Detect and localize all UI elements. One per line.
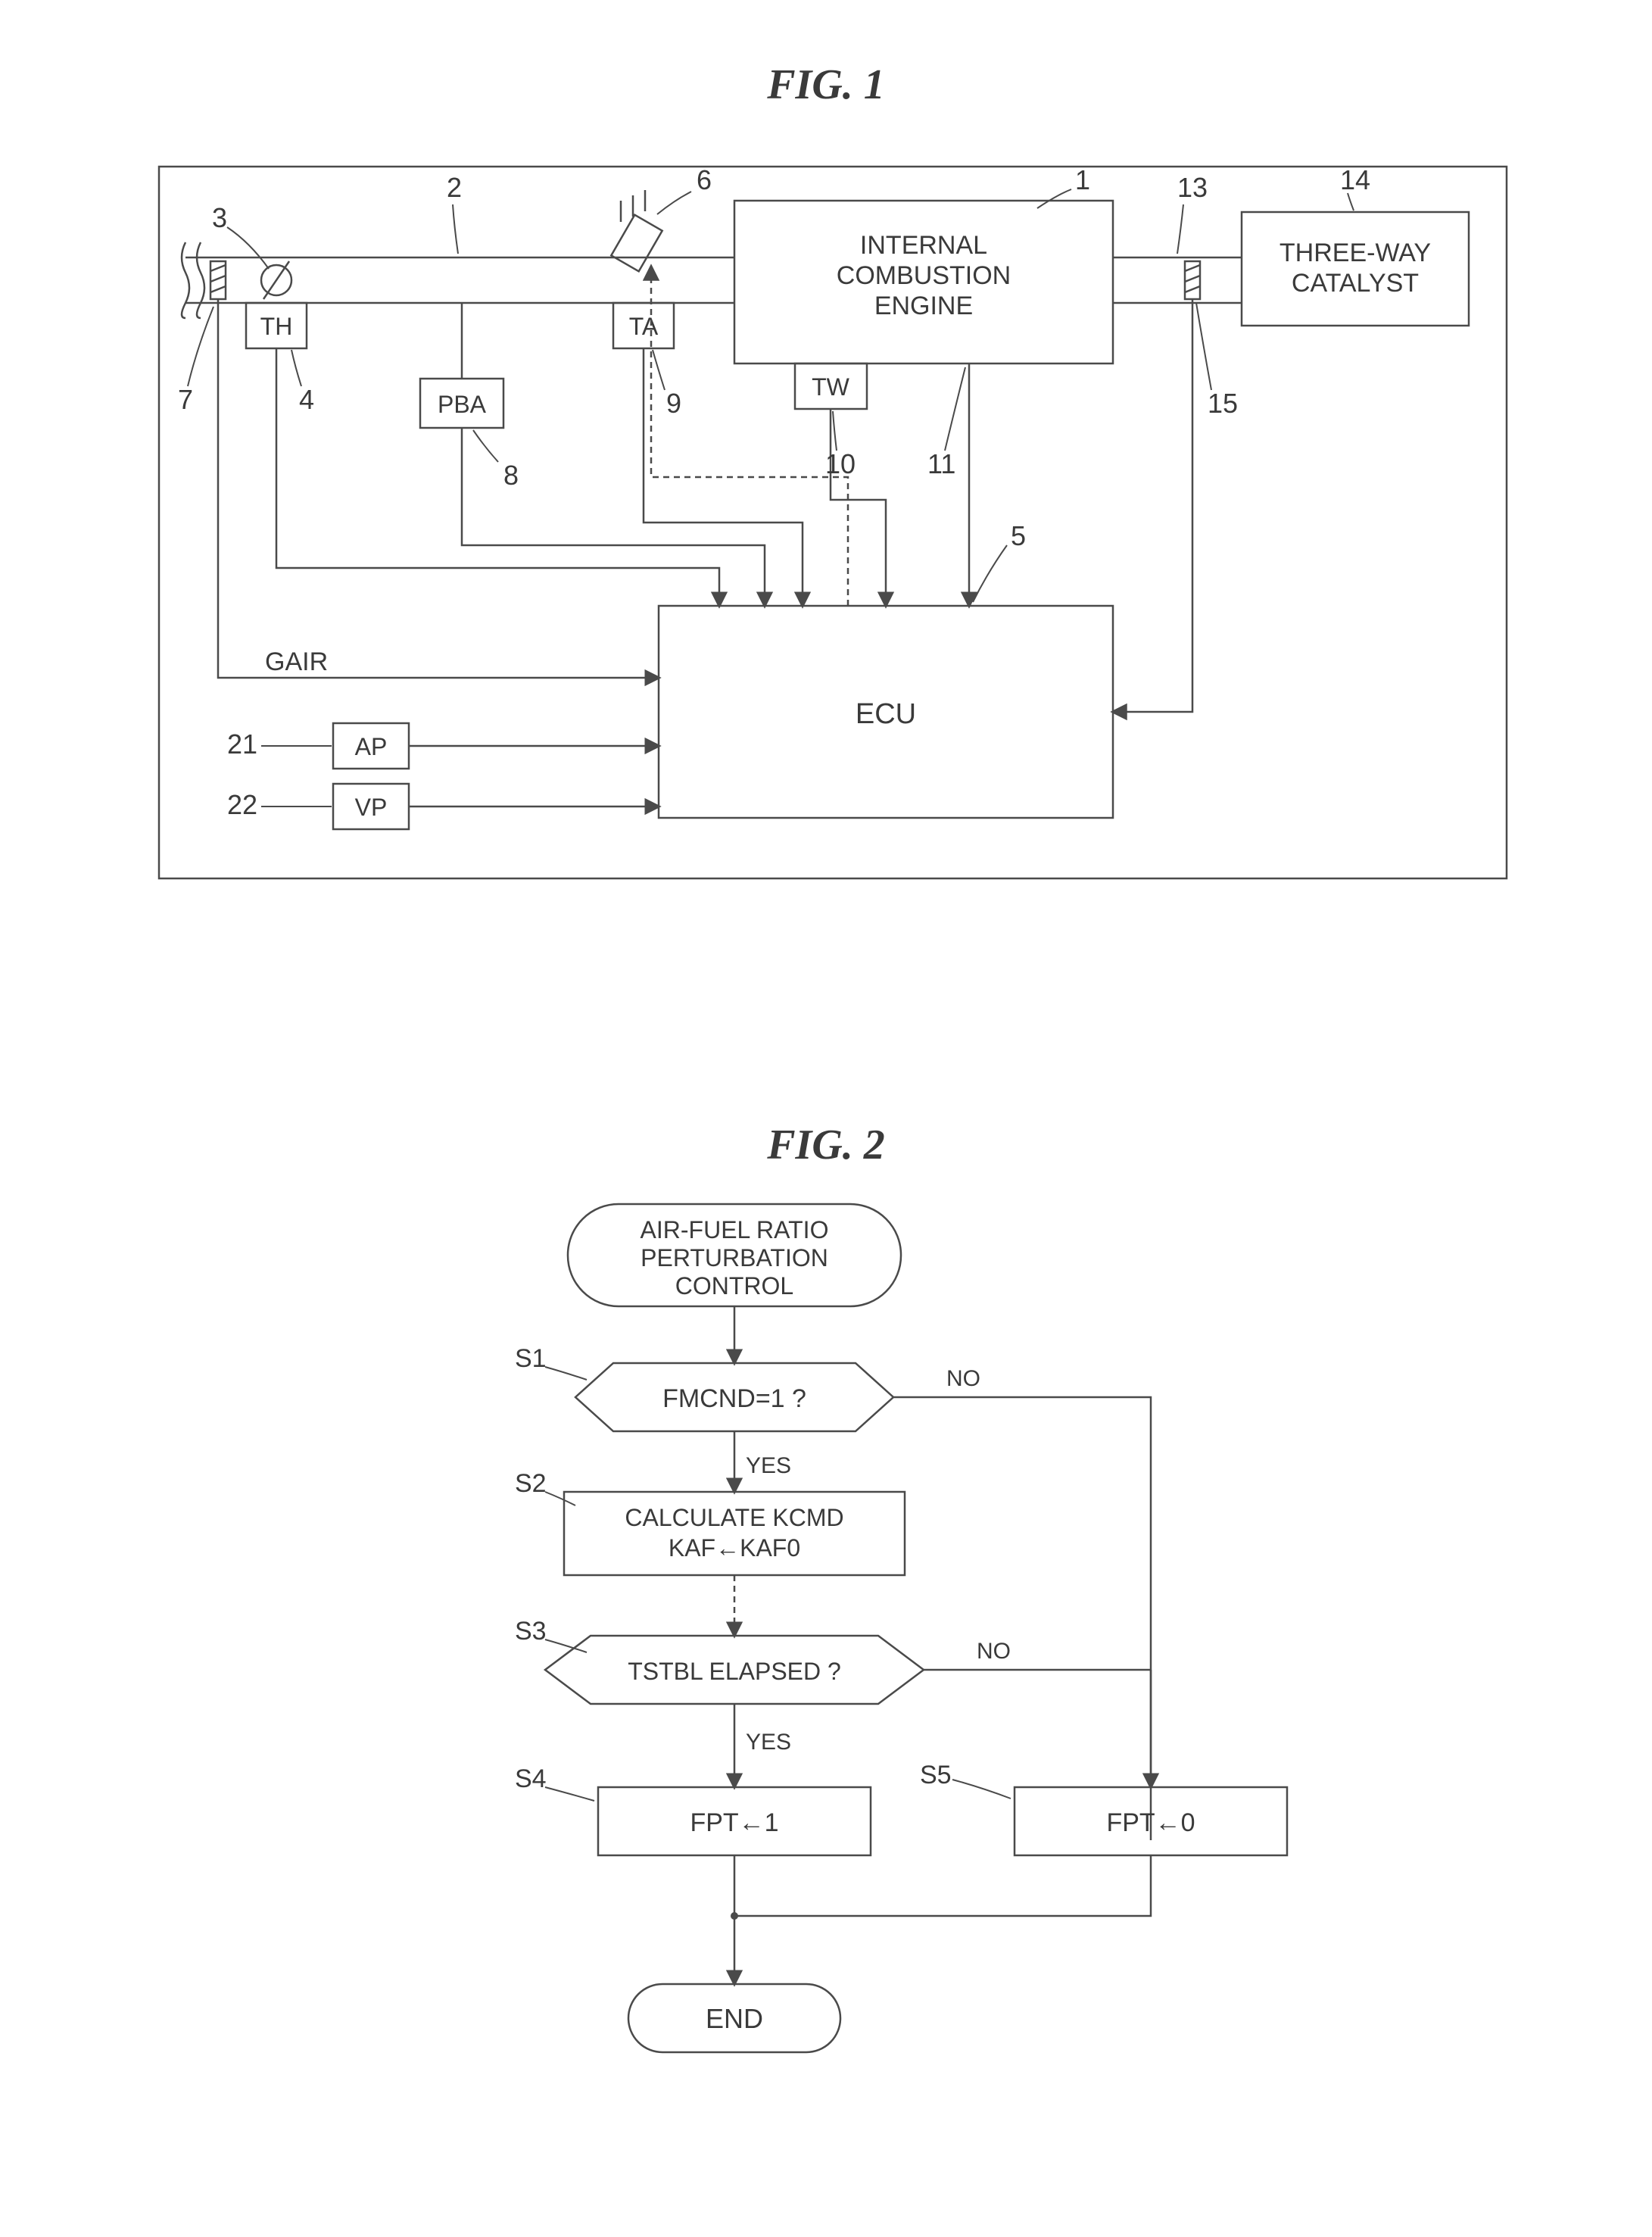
- intake-break-2: [197, 242, 204, 318]
- num-9: 9: [666, 388, 681, 419]
- flow-s3: TSTBL ELAPSED ?: [545, 1636, 924, 1704]
- ap-sensor: AP: [333, 723, 409, 769]
- s4-text: FPT←1: [690, 1808, 778, 1837]
- num-2: 2: [447, 172, 462, 203]
- fig2: FIG. 2 AIR-FUEL RATIO PERTURBATION CONTR…: [515, 1122, 1287, 2052]
- end-text: END: [706, 2003, 763, 2034]
- svg-text:CONTROL: CONTROL: [675, 1272, 793, 1299]
- s1-label: S1: [515, 1344, 547, 1373]
- wire-o2-ecu: [1113, 299, 1192, 712]
- ecu-label: ECU: [856, 698, 916, 730]
- tw-label: TW: [812, 373, 850, 401]
- s3-no: NO: [977, 1639, 1011, 1664]
- flow-s2: CALCULATE KCMD KAF←KAF0: [564, 1492, 905, 1575]
- num-15: 15: [1208, 388, 1238, 419]
- pba-sensor: PBA: [420, 379, 503, 428]
- o2-sensor: [1185, 261, 1200, 299]
- tw-sensor: TW: [795, 363, 867, 409]
- svg-text:PERTURBATION: PERTURBATION: [641, 1244, 828, 1271]
- engine-label-l1: INTERNAL: [860, 231, 987, 260]
- catalyst-label-l1: THREE-WAY: [1280, 239, 1431, 267]
- gair-sensor: [210, 261, 226, 299]
- wire-ecu-injector: [651, 267, 848, 606]
- s5-text: FPT←0: [1106, 1808, 1195, 1837]
- throttle-valve: [261, 261, 291, 299]
- wire-gair-ecu: [218, 299, 659, 678]
- s2-label: S2: [515, 1469, 547, 1498]
- vp-sensor: VP: [333, 784, 409, 829]
- ta-label: TA: [629, 313, 659, 340]
- svg-text:KAF←KAF0: KAF←KAF0: [669, 1534, 800, 1562]
- num-7: 7: [178, 384, 193, 415]
- fuel-injector: [611, 190, 662, 271]
- num-22: 22: [227, 789, 257, 820]
- intake-break-1: [182, 242, 189, 318]
- num-13: 13: [1177, 172, 1208, 203]
- ta-sensor: TA: [613, 303, 674, 348]
- s1-no: NO: [946, 1366, 980, 1391]
- s1-yes: YES: [746, 1453, 791, 1478]
- engine-label-l3: ENGINE: [874, 292, 973, 320]
- svg-text:AIR-FUEL RATIO: AIR-FUEL RATIO: [641, 1216, 829, 1243]
- svg-text:CALCULATE KCMD: CALCULATE KCMD: [625, 1504, 843, 1531]
- num-6: 6: [697, 164, 712, 195]
- flow-start: AIR-FUEL RATIO PERTURBATION CONTROL: [568, 1204, 901, 1306]
- join-dot: [731, 1912, 738, 1920]
- ap-label: AP: [355, 733, 388, 760]
- arrow-s5-join: [734, 1855, 1151, 1916]
- engine-block: INTERNAL COMBUSTION ENGINE: [734, 201, 1113, 363]
- s3-label: S3: [515, 1617, 547, 1646]
- num-5: 5: [1011, 520, 1026, 551]
- num-3: 3: [212, 202, 227, 233]
- pba-label: PBA: [438, 391, 487, 418]
- s3-yes: YES: [746, 1730, 791, 1755]
- fig1: FIG. 1 INTERNAL COMBUSTION ENGINE THREE-…: [159, 61, 1507, 878]
- num-10: 10: [825, 448, 856, 479]
- flow-end: END: [628, 1984, 840, 2052]
- th-label: TH: [260, 313, 293, 340]
- num-8: 8: [503, 460, 519, 491]
- s3-text: TSTBL ELAPSED ?: [628, 1658, 841, 1685]
- s1-text: FMCND=1 ?: [662, 1384, 806, 1413]
- num-11: 11: [927, 448, 955, 479]
- catalyst-label-l2: CATALYST: [1292, 269, 1419, 298]
- flow-s4: FPT←1: [598, 1787, 871, 1855]
- gair-label: GAIR: [265, 647, 328, 676]
- s5-label: S5: [920, 1761, 952, 1789]
- fig2-title: FIG. 2: [766, 1122, 885, 1168]
- num-1: 1: [1075, 164, 1090, 195]
- num-4: 4: [299, 384, 314, 415]
- catalyst-block: THREE-WAY CATALYST: [1242, 212, 1469, 326]
- fig1-title: FIG. 1: [766, 61, 885, 108]
- th-sensor: TH: [246, 303, 307, 348]
- num-14: 14: [1340, 164, 1370, 195]
- flow-s1: FMCND=1 ?: [575, 1363, 893, 1431]
- vp-label: VP: [355, 794, 388, 821]
- s4-label: S4: [515, 1764, 547, 1793]
- wire-tw-ecu: [831, 409, 886, 606]
- num-21: 21: [227, 729, 257, 760]
- engine-label-l2: COMBUSTION: [837, 261, 1011, 290]
- ecu-block: ECU: [659, 606, 1113, 818]
